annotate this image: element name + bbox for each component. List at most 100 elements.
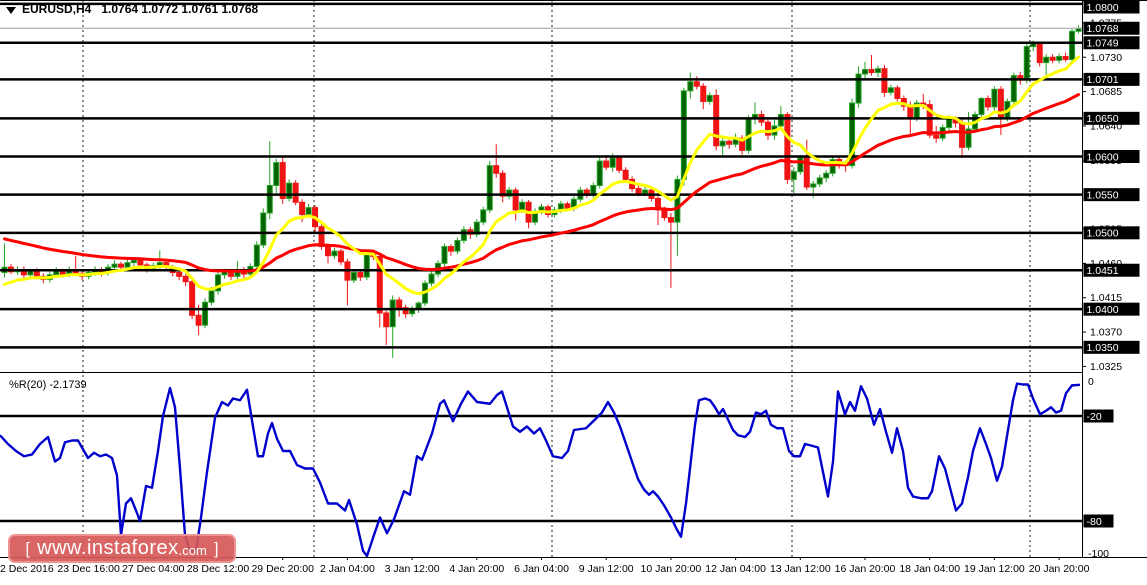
price-axis-label: 1.0685: [1090, 86, 1122, 98]
candle-body: [1049, 56, 1056, 61]
candle-body: [1010, 75, 1017, 103]
price-level-badge-text: 1.0800: [1087, 2, 1119, 14]
candle-body: [635, 188, 642, 194]
candle-body: [292, 182, 299, 203]
candle-body: [642, 189, 649, 194]
chart-title-bar: EURUSD,H4 1.0764 1.0772 1.0761 1.0768: [6, 2, 258, 16]
price-level-badge: [1083, 0, 1140, 14]
candle-body: [700, 85, 707, 103]
candle-body: [486, 165, 493, 211]
wpr-line: [0, 382, 1081, 558]
time-axis-label: 27 Dec 04:00: [122, 563, 185, 575]
candle-body: [862, 68, 869, 75]
time-axis-label: 29 Dec 20:00: [251, 563, 314, 575]
wpr-level-badge: [1083, 409, 1114, 423]
time-axis-label: 16 Jan 20:00: [835, 563, 896, 575]
wpr-level-badge-text: -20: [1087, 411, 1102, 423]
candle-body: [33, 270, 40, 277]
candle-body: [305, 207, 312, 216]
candle-body: [441, 246, 448, 264]
candle-body: [797, 157, 804, 173]
candle-body: [299, 201, 306, 216]
candle-body: [124, 262, 131, 268]
symbol-dropdown-icon[interactable]: [6, 6, 16, 14]
candle-body: [1056, 55, 1063, 61]
time-axis-label: 23 Dec 16:00: [57, 563, 120, 575]
candle-body: [189, 281, 196, 316]
candle-body: [622, 169, 629, 180]
candle-body: [208, 290, 215, 303]
candle-body: [202, 301, 209, 326]
candle-body: [564, 203, 571, 209]
candle-body: [603, 160, 610, 168]
candle-body: [816, 177, 823, 185]
wpr-level-badge: [1083, 514, 1114, 528]
price-level-badge-text: 1.0600: [1087, 151, 1119, 163]
ohlc-values: 1.0764 1.0772 1.0761 1.0768: [101, 2, 259, 16]
candle-body: [357, 272, 364, 278]
candle-body: [350, 272, 357, 281]
candle-body: [111, 263, 118, 268]
candle-body: [855, 73, 862, 104]
candle-body: [331, 250, 338, 257]
price-level-badge: [1083, 263, 1140, 277]
price-level-badge: [1083, 111, 1140, 125]
candle-body: [512, 189, 519, 211]
time-axis-label: 13 Jan 12:00: [770, 563, 831, 575]
candle-body: [499, 172, 506, 197]
candle-body: [182, 275, 189, 283]
watermark-text: www.instaforex: [37, 537, 179, 559]
candle-body: [215, 274, 222, 292]
candle-body: [687, 81, 694, 92]
time-axis-label: 4 Jan 20:00: [449, 563, 504, 575]
candle-body: [616, 157, 623, 171]
price-level-badge: [1083, 188, 1140, 202]
indicator-label: %R(20) -2.1739: [9, 379, 87, 391]
candle-body: [739, 137, 746, 151]
candle-body: [984, 97, 991, 108]
candle-body: [260, 212, 267, 246]
price-level-badge-text: 1.0650: [1087, 113, 1119, 125]
time-axis-label: 28 Dec 12:00: [187, 563, 250, 575]
candle-body: [176, 272, 183, 277]
price-level-badge: [1083, 36, 1140, 50]
price-level-badge: [1083, 340, 1140, 354]
candle-body: [402, 307, 409, 315]
time-axis-label: 20 Jan 20:00: [1029, 563, 1090, 575]
candle-body: [53, 270, 60, 276]
instaforex-watermark: [ www.instaforex .com ]: [8, 534, 236, 563]
price-level-badge-text: 1.0400: [1087, 304, 1119, 316]
candle-body: [383, 312, 390, 328]
watermark-bracket-right: ]: [213, 538, 219, 558]
candle-body: [667, 217, 674, 223]
watermark-suffix: .com: [178, 543, 207, 558]
candle-body: [337, 250, 344, 263]
time-axis-label: 18 Jan 04:00: [899, 563, 960, 575]
candle-body: [253, 244, 260, 267]
candle-body: [907, 105, 914, 119]
price-level-badge-text: 1.0350: [1087, 342, 1119, 354]
candle-body: [1043, 56, 1050, 64]
candle-body: [674, 178, 681, 223]
price-level-badge: [1083, 226, 1140, 240]
time-axis-label: 3 Jan 12:00: [385, 563, 440, 575]
time-axis-label: 12 Jan 04:00: [705, 563, 766, 575]
time-axis-label: 2 Jan 04:00: [320, 563, 375, 575]
candle-body: [933, 134, 940, 139]
candle-body: [829, 159, 836, 174]
candle-body: [719, 140, 726, 147]
candle-body: [130, 259, 137, 264]
price-axis-label: 1.0325: [1090, 361, 1122, 373]
candle-body: [519, 201, 526, 211]
candle-body: [777, 114, 784, 127]
candle-body: [493, 165, 500, 174]
candle-body: [887, 87, 894, 93]
wpr-axis-label: 0: [1088, 376, 1094, 388]
candle-body: [480, 209, 487, 223]
time-axis-label: 22 Dec 2016: [0, 563, 54, 575]
candle-body: [946, 117, 953, 128]
candle-body: [473, 221, 480, 235]
current-price-badge-text: 1.0768: [1087, 23, 1119, 35]
